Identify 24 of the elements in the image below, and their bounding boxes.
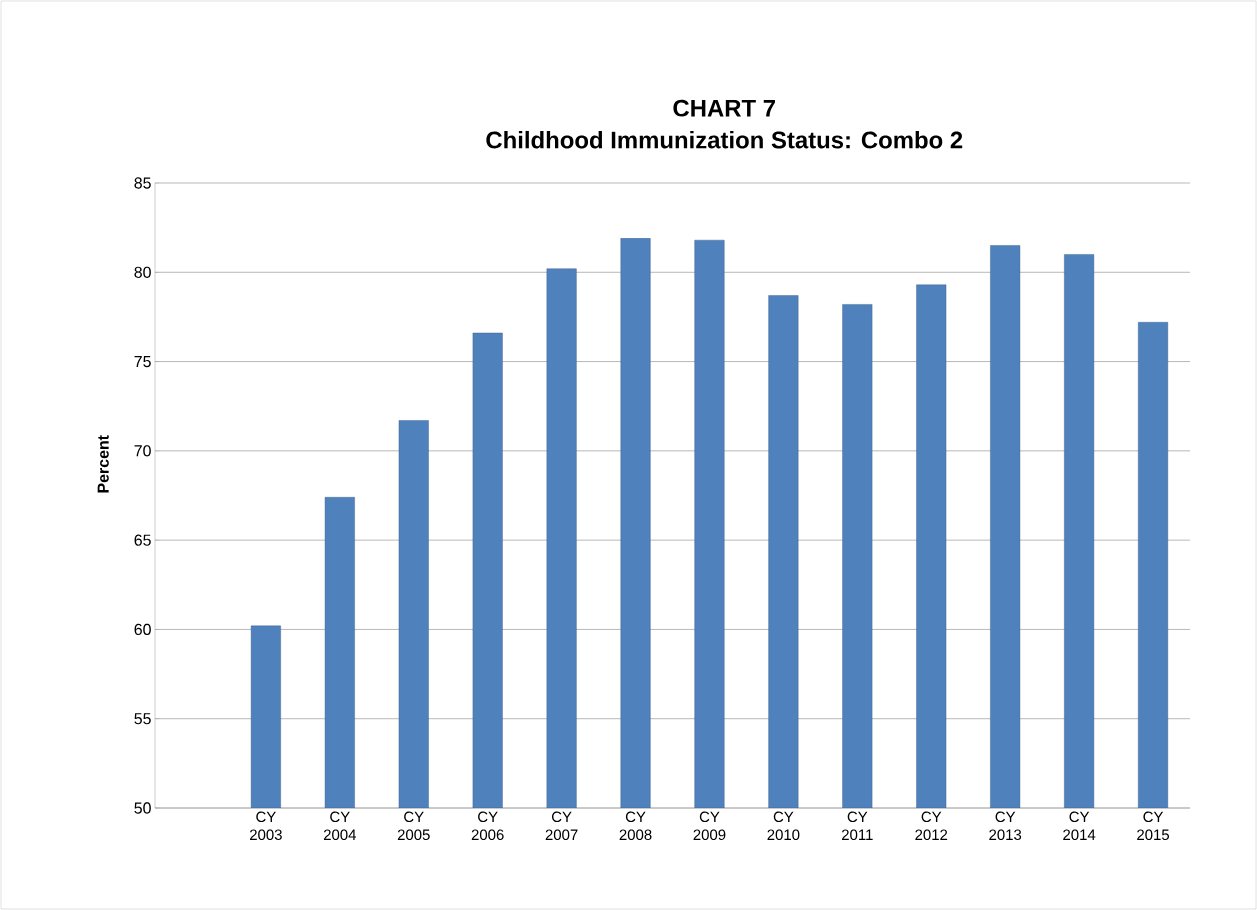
x-tick-label: CY 2009 bbox=[693, 811, 726, 841]
x-tick-label: CY 2010 bbox=[767, 811, 800, 841]
y-tick-label: 70 bbox=[134, 445, 151, 457]
x-tick-label: CY 2015 bbox=[1137, 811, 1170, 841]
x-tick-label: CY 2011 bbox=[842, 811, 873, 841]
y-tick-label: 85 bbox=[134, 177, 151, 189]
y-tick-label: 50 bbox=[134, 802, 151, 814]
x-tick-label: CY 2014 bbox=[1063, 811, 1096, 841]
y-tick-label: 65 bbox=[134, 534, 151, 546]
chart-subtitle: Childhood Immunization Status: Combo 2 bbox=[486, 130, 963, 149]
chart-title: CHART 7 bbox=[673, 99, 775, 117]
y-tick-label: 60 bbox=[134, 623, 151, 636]
y-tick-label: 75 bbox=[134, 356, 151, 368]
x-tick-label: CY 2006 bbox=[471, 811, 504, 841]
x-tick-label: CY 2004 bbox=[323, 811, 356, 841]
y-axis-title: Percent bbox=[97, 435, 109, 493]
x-tick-label: CY 2012 bbox=[915, 811, 948, 841]
x-tick-label: CY 2007 bbox=[545, 811, 578, 841]
x-tick-label: CY 2005 bbox=[397, 811, 430, 841]
x-tick-label: CY 2008 bbox=[619, 811, 652, 841]
y-tick-label: 55 bbox=[134, 713, 151, 725]
y-tick-label: 80 bbox=[134, 266, 151, 278]
x-tick-label: CY 2013 bbox=[989, 811, 1022, 841]
x-tick-label: CY 2003 bbox=[250, 811, 282, 841]
